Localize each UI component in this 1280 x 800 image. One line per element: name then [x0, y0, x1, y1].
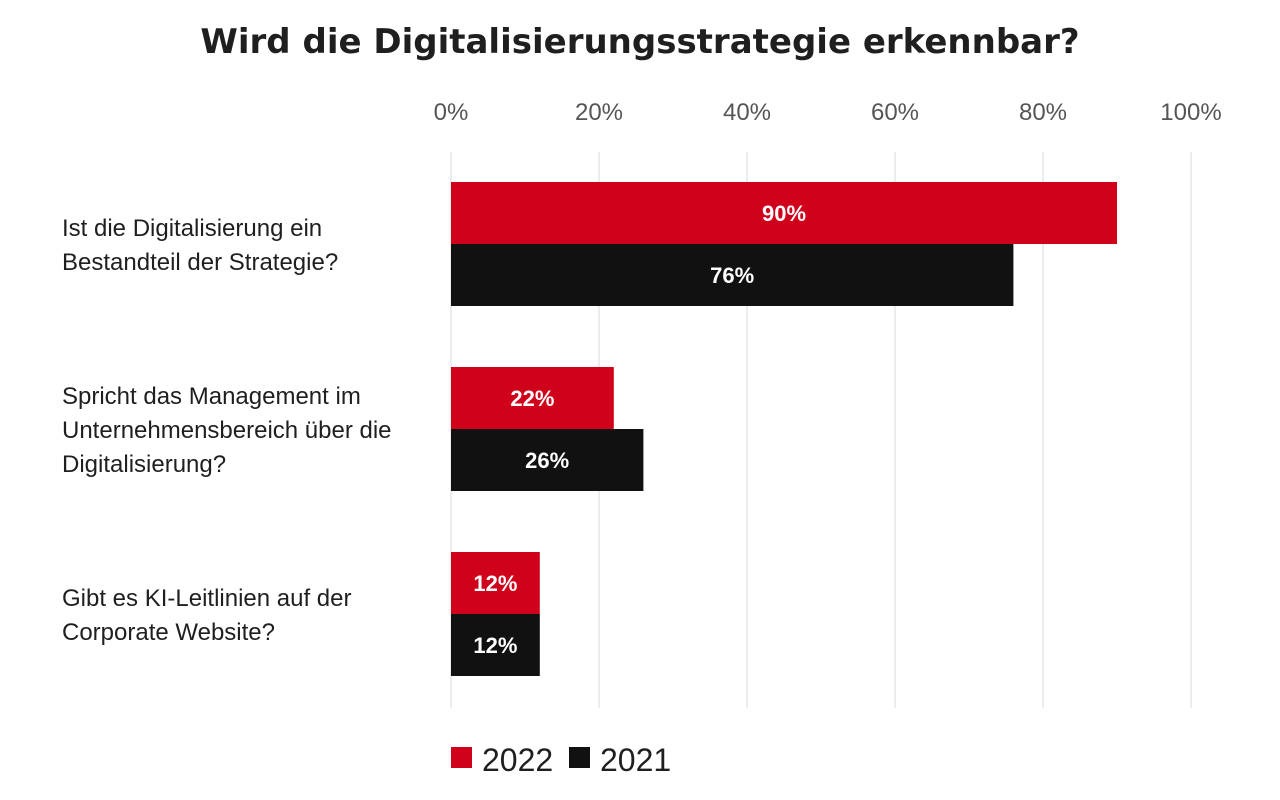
- x-tick-label: 80%: [1019, 99, 1067, 126]
- data-label: 22%: [510, 386, 554, 411]
- bar: [451, 552, 540, 614]
- bar: [451, 614, 540, 676]
- x-tick-label: 100%: [1160, 99, 1221, 126]
- bar: [451, 182, 1117, 244]
- data-label: 26%: [525, 448, 569, 473]
- bar: [451, 429, 644, 491]
- x-tick-label: 40%: [723, 99, 771, 126]
- x-tick-label: 20%: [575, 99, 623, 126]
- x-tick-label: 60%: [871, 99, 919, 126]
- category-label: Gibt es KI-Leitlinien auf der Corporate W…: [62, 585, 352, 646]
- legend-swatch: [451, 747, 472, 768]
- legend-swatch: [569, 747, 590, 768]
- data-label: 12%: [473, 571, 517, 596]
- bar: [451, 244, 1014, 306]
- data-label: 90%: [762, 201, 806, 226]
- legend-label: 2022: [482, 742, 553, 778]
- category-label: Spricht das Management im Unternehmensber…: [62, 383, 392, 478]
- data-label: 76%: [710, 263, 754, 288]
- category-label: Ist die Digitalisierung ein Bestandteil d…: [62, 215, 338, 276]
- x-tick-label: 0%: [434, 99, 469, 126]
- bar: [451, 367, 614, 429]
- data-label: 12%: [473, 633, 517, 658]
- legend-label: 2021: [600, 742, 671, 778]
- chart-title: Wird die Digitalisierungsstrategie erken…: [200, 22, 1080, 62]
